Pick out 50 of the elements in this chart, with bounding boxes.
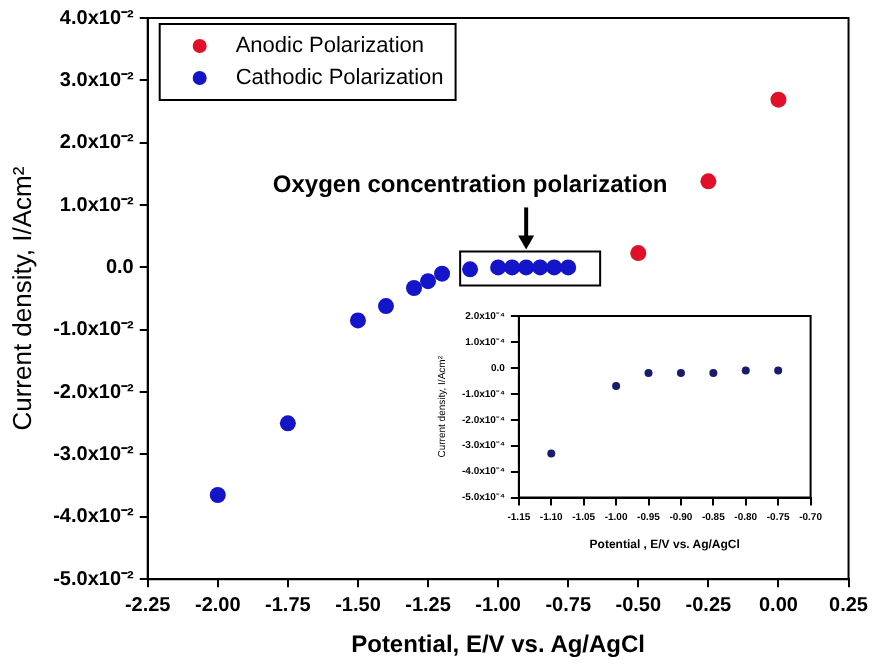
y-tick-label: -1.0x10⁻² [53, 319, 136, 342]
point [630, 245, 647, 262]
point [406, 280, 423, 296]
point [209, 487, 226, 504]
point [462, 261, 479, 278]
point [770, 91, 787, 108]
point [547, 449, 556, 458]
y-tick-label: 1.0x10⁻² [59, 194, 136, 217]
point [518, 259, 535, 276]
y-tick-label: -4.0x10⁻² [53, 506, 136, 529]
point [774, 366, 783, 375]
y-tick-label: 4.0x10⁻² [59, 7, 136, 30]
x-tick-label: -2.00 [194, 594, 242, 617]
x-axis-title: Potential, E/V vs. Ag/AgCl [351, 630, 646, 659]
y-tick-label: 3.0x10⁻² [59, 69, 136, 92]
x-tick-label: -1.25 [405, 594, 452, 617]
point [560, 259, 577, 276]
point [434, 265, 451, 282]
point [279, 415, 296, 432]
y-tick-label: 2.0x10⁻² [59, 132, 136, 155]
point [532, 259, 549, 276]
point [490, 259, 507, 276]
point [504, 259, 521, 276]
y-tick-label: -2.0x10⁻² [53, 381, 136, 404]
y-axis-title: Current density, I/Acm² [6, 165, 37, 431]
x-tick-label: -1.75 [265, 594, 312, 617]
point [741, 366, 750, 375]
point [377, 298, 394, 315]
x-tick-label: -0.50 [615, 594, 662, 617]
point [700, 173, 717, 190]
x-tick-label: 0.00 [758, 594, 799, 617]
x-tick-label: -0.25 [685, 594, 733, 617]
x-tick-label: -0.75 [545, 594, 592, 617]
point [349, 312, 366, 329]
x-tick-label: 0.25 [829, 594, 869, 617]
y-tick-label: -3.0x10⁻² [53, 443, 136, 466]
point [644, 369, 653, 378]
x-tick-label: -2.25 [124, 594, 172, 617]
annotation: Oxygen concentration polarization [272, 170, 668, 199]
x-tick-label: -1.00 [475, 594, 522, 617]
y-tick-label: -5.0x10⁻² [53, 568, 136, 591]
x-tick-label: -1.50 [335, 594, 382, 617]
legend-label: Cathodic Polarization [235, 66, 444, 91]
point [612, 382, 621, 391]
legend-label: Anodic Polarization [235, 34, 425, 59]
y-tick-label: 0.0 [105, 256, 135, 279]
point [420, 273, 437, 290]
point [546, 259, 563, 276]
point [676, 369, 685, 378]
point [709, 369, 718, 378]
